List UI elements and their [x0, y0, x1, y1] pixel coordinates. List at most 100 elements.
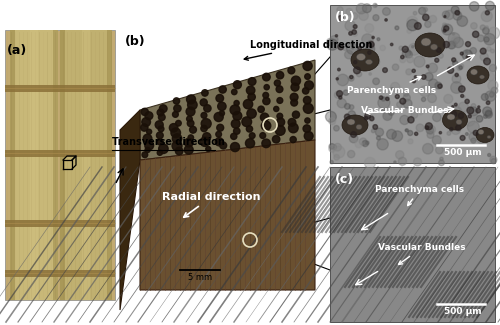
Circle shape	[484, 115, 487, 118]
Circle shape	[392, 131, 402, 141]
Circle shape	[364, 157, 376, 168]
Circle shape	[373, 78, 380, 85]
Circle shape	[350, 132, 356, 137]
Circle shape	[143, 134, 152, 143]
Circle shape	[186, 95, 196, 104]
Circle shape	[220, 111, 224, 116]
Circle shape	[329, 145, 336, 152]
Circle shape	[337, 99, 346, 108]
Circle shape	[491, 87, 498, 94]
Circle shape	[276, 125, 285, 135]
Ellipse shape	[470, 69, 478, 75]
Circle shape	[444, 26, 449, 31]
Circle shape	[277, 113, 282, 119]
Circle shape	[478, 35, 484, 42]
Circle shape	[373, 124, 378, 129]
Circle shape	[406, 51, 412, 58]
Circle shape	[368, 115, 374, 120]
Circle shape	[454, 103, 457, 106]
Circle shape	[264, 84, 270, 90]
Circle shape	[455, 10, 460, 15]
Circle shape	[356, 72, 362, 77]
Circle shape	[336, 91, 342, 97]
Circle shape	[447, 131, 451, 135]
Circle shape	[350, 134, 358, 143]
Text: (c): (c)	[335, 173, 354, 186]
Circle shape	[304, 74, 310, 79]
Circle shape	[232, 119, 240, 128]
Circle shape	[338, 16, 343, 20]
Circle shape	[366, 41, 374, 49]
Circle shape	[217, 124, 224, 131]
Ellipse shape	[487, 136, 491, 138]
Circle shape	[372, 58, 380, 66]
Circle shape	[407, 56, 414, 63]
Circle shape	[157, 150, 162, 155]
Circle shape	[263, 98, 270, 105]
Circle shape	[242, 117, 252, 127]
Circle shape	[377, 139, 388, 150]
Circle shape	[354, 60, 357, 64]
Circle shape	[157, 109, 164, 116]
Circle shape	[368, 41, 374, 47]
Circle shape	[468, 115, 471, 118]
Circle shape	[376, 136, 380, 140]
Circle shape	[350, 75, 353, 79]
Circle shape	[480, 53, 488, 61]
Circle shape	[174, 105, 181, 112]
Circle shape	[327, 39, 338, 50]
Circle shape	[466, 55, 470, 59]
Circle shape	[201, 125, 207, 132]
Circle shape	[337, 74, 348, 86]
Circle shape	[373, 4, 377, 7]
Circle shape	[288, 123, 298, 133]
Circle shape	[260, 113, 269, 122]
Circle shape	[406, 129, 408, 132]
Circle shape	[303, 125, 310, 133]
Ellipse shape	[456, 120, 462, 124]
Circle shape	[468, 121, 479, 133]
Circle shape	[383, 111, 392, 121]
Circle shape	[344, 90, 348, 95]
Circle shape	[349, 32, 352, 35]
Bar	[82, 30, 90, 300]
Circle shape	[328, 118, 336, 124]
Circle shape	[345, 20, 356, 31]
Circle shape	[326, 38, 334, 46]
Text: 500 μm: 500 μm	[444, 148, 482, 157]
Circle shape	[425, 126, 428, 129]
Circle shape	[354, 67, 360, 74]
Circle shape	[262, 73, 270, 81]
Circle shape	[426, 127, 434, 134]
Circle shape	[305, 118, 310, 123]
Circle shape	[204, 105, 211, 112]
Circle shape	[396, 102, 402, 108]
Circle shape	[420, 86, 430, 97]
Circle shape	[172, 141, 182, 151]
Circle shape	[414, 76, 417, 78]
Ellipse shape	[356, 54, 366, 60]
Circle shape	[336, 78, 338, 80]
Circle shape	[482, 28, 489, 34]
Circle shape	[458, 13, 460, 15]
Circle shape	[457, 65, 462, 70]
Ellipse shape	[366, 59, 372, 64]
Circle shape	[422, 97, 426, 101]
Circle shape	[359, 11, 368, 20]
Circle shape	[276, 72, 283, 79]
Circle shape	[459, 66, 462, 69]
Circle shape	[258, 106, 264, 112]
Circle shape	[407, 20, 418, 31]
Circle shape	[304, 132, 313, 140]
Circle shape	[170, 124, 178, 132]
Circle shape	[372, 129, 375, 133]
Circle shape	[369, 73, 372, 75]
Circle shape	[431, 39, 434, 42]
Circle shape	[461, 112, 466, 116]
Circle shape	[391, 88, 393, 90]
Circle shape	[412, 69, 416, 72]
Circle shape	[360, 138, 367, 145]
Circle shape	[220, 142, 226, 149]
Circle shape	[364, 116, 368, 120]
Ellipse shape	[351, 49, 379, 71]
